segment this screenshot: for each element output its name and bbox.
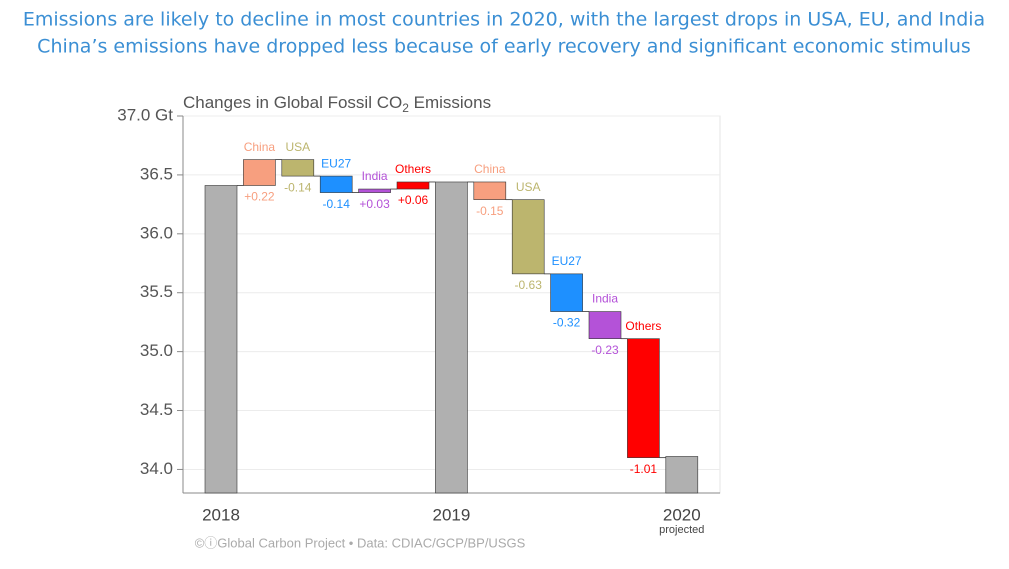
change-name: EU27 [321, 156, 351, 170]
change-bar [550, 273, 583, 312]
value-label: -0.63 [515, 278, 543, 292]
change-name: Others [395, 162, 431, 176]
change-bar [511, 199, 545, 275]
header-line: Emissions are likely to decline in most … [23, 9, 985, 31]
title-subscript: 2 [402, 101, 409, 115]
value-label: +0.22 [244, 190, 275, 204]
change-name: USA [516, 180, 541, 194]
change-bar [319, 175, 353, 193]
value-label: -0.14 [284, 180, 312, 194]
header-line: China’s emissions have dropped less beca… [37, 36, 971, 58]
x-tick-label: 2019 [432, 505, 470, 524]
change-bar [396, 181, 430, 190]
change-name: USA [285, 140, 310, 154]
y-tick-label: 35.0 [140, 341, 173, 360]
y-tick-label: 35.5 [140, 282, 173, 301]
value-label: -0.32 [553, 316, 581, 330]
change-name: China [474, 162, 506, 176]
change-name: India [592, 292, 618, 306]
title-text: Emissions [409, 93, 491, 112]
value-label: -0.14 [323, 197, 351, 211]
title-text: Changes in Global Fossil CO [183, 93, 402, 112]
total-note: projected [659, 524, 704, 536]
change-bar [473, 181, 507, 200]
change-name: China [244, 140, 276, 154]
chart-title: Changes in Global Fossil CO2 Emissions [183, 93, 491, 115]
total-bar [435, 181, 468, 494]
change-bar [588, 311, 622, 339]
x-tick-label: 2018 [202, 505, 240, 524]
total-bar [204, 185, 238, 494]
value-label: +0.06 [398, 193, 429, 207]
x-tick-label: 2020 [663, 505, 701, 524]
value-label: -1.01 [630, 462, 658, 476]
value-label: -0.15 [476, 204, 504, 218]
y-tick-label: 34.0 [140, 459, 173, 478]
change-bar [243, 159, 276, 186]
value-label: +0.03 [359, 197, 390, 211]
change-name: EU27 [552, 254, 582, 268]
change-name: India [362, 169, 388, 183]
change-name: Others [625, 319, 661, 333]
change-bar [281, 159, 315, 177]
total-bar [665, 456, 699, 494]
source: ©ⓘGlobal Carbon Project • Data: CDIAC/GC… [195, 535, 526, 550]
change-bar [358, 188, 391, 193]
value-label: -0.23 [591, 343, 619, 357]
y-tick-label: 36.5 [140, 164, 173, 183]
change-bar [627, 338, 660, 458]
y-tick-label: 37.0 Gt [117, 105, 173, 124]
y-tick-label: 34.5 [140, 400, 173, 419]
y-tick-label: 36.0 [140, 223, 173, 242]
